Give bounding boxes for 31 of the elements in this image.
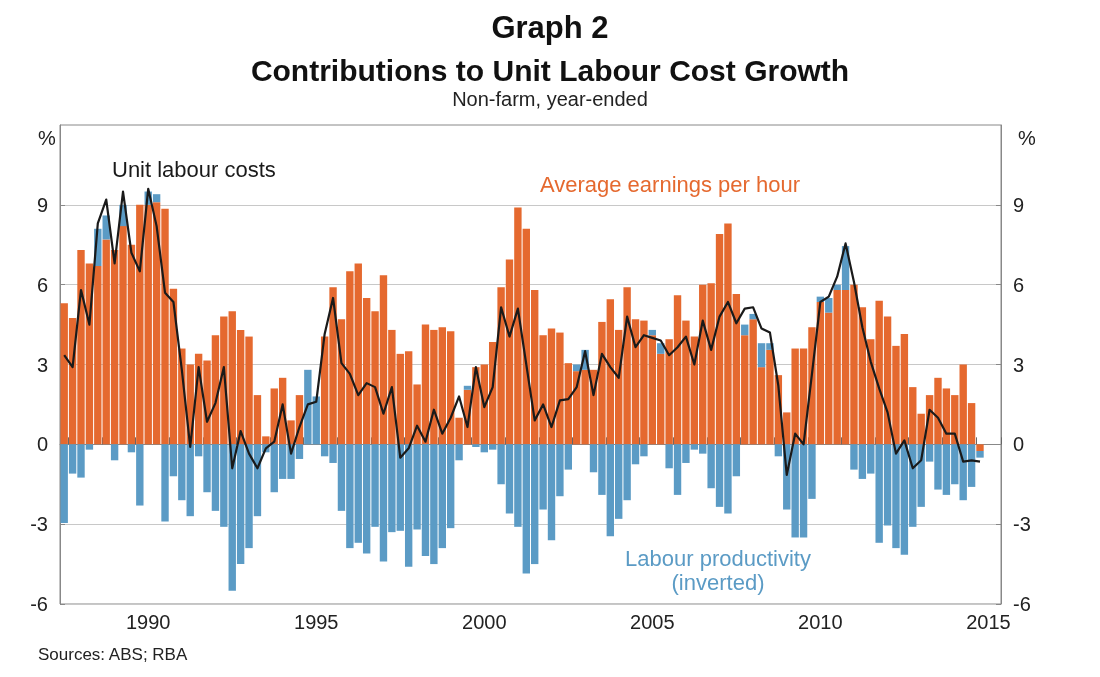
bar [110,444,119,461]
y-tick-label: 0 [36,433,48,456]
chart-subtitle: Non-farm, year-ended [452,88,648,110]
y2-axis-title: % [1018,127,1036,149]
series-label: Average earnings per hour [539,171,801,197]
y-tick-label: 9 [36,193,48,216]
x-tick-label: 2010 [798,611,843,633]
series-label: Labour productivity (inverted) [625,545,811,595]
y-tick-label: 3 [36,353,48,376]
bar [976,444,984,451]
y2-tick-label: 3 [1013,353,1025,376]
y-tick-label: -3 [30,513,48,536]
x-tick-label: 2015 [966,611,1011,633]
y-axis-title: % [38,127,56,149]
y2-tick-label: -3 [1013,513,1031,536]
source-note: Sources: ABS; RBA [38,645,188,664]
y-tick-label: 6 [36,273,48,296]
series-label: Unit labour costs [112,156,276,182]
y2-tick-label: -6 [1013,593,1031,615]
bar [648,329,657,336]
y2-tick-label: 0 [1013,433,1025,456]
chart-title: Contributions to Unit Labour Cost Growth [250,53,850,87]
x-tick-label: 1990 [125,611,171,633]
x-tick-label: 2000 [462,611,507,633]
x-tick-label: 1995 [294,611,339,633]
y2-tick-label: 9 [1013,193,1025,216]
caption: Graph 2 [491,10,609,45]
y-tick-label: -6 [30,593,48,615]
bar [463,385,472,390]
y2-tick-label: 6 [1013,273,1025,296]
x-tick-label: 2005 [630,611,675,633]
